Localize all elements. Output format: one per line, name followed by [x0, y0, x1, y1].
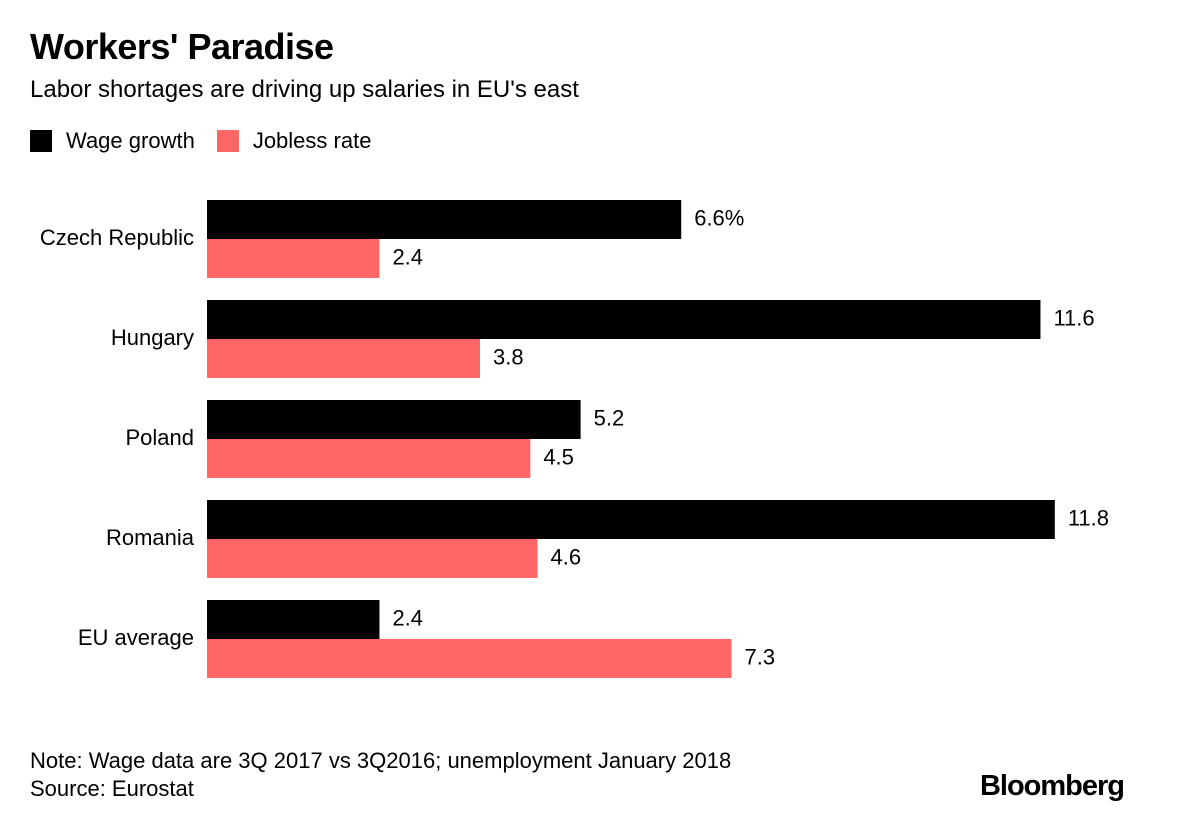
category-label-poland: Poland: [125, 425, 194, 450]
bar-jobless-rate-eu-average: [207, 639, 732, 678]
bar-jobless-rate-czech-republic: [207, 239, 380, 278]
legend-item-jobless-rate: Jobless rate: [216, 128, 372, 154]
value-label-jobless-rate-romania: 4.6: [551, 544, 582, 569]
legend-label-wage-growth: Wage growth: [66, 128, 195, 153]
bar-wage-growth-poland: [207, 400, 581, 439]
category-label-hungary: Hungary: [111, 325, 194, 350]
value-label-wage-growth-hungary: 11.6: [1053, 305, 1094, 330]
value-label-wage-growth-czech-republic: 6.6%: [694, 205, 744, 230]
bar-jobless-rate-poland: [207, 439, 531, 478]
value-label-wage-growth-eu-average: 2.4: [392, 605, 423, 630]
legend: Wage growth Jobless rate: [30, 127, 393, 155]
bar-wage-growth-hungary: [207, 300, 1041, 339]
legend-item-wage-growth: Wage growth: [30, 128, 195, 154]
bar-jobless-rate-romania: [207, 539, 538, 578]
bar-wage-growth-romania: [207, 500, 1055, 539]
bloomberg-logo: Bloomberg: [979, 770, 1125, 802]
value-label-jobless-rate-hungary: 3.8: [493, 344, 524, 369]
legend-swatch-wage-growth: [30, 130, 52, 152]
value-label-jobless-rate-poland: 4.5: [543, 444, 574, 469]
value-label-jobless-rate-czech-republic: 2.4: [392, 244, 423, 269]
value-label-wage-growth-romania: 11.8: [1068, 505, 1109, 530]
category-label-eu-average: EU average: [78, 625, 194, 650]
chart-source: Source: Eurostat: [30, 776, 194, 801]
legend-label-jobless-rate: Jobless rate: [252, 128, 372, 153]
category-label-romania: Romania: [106, 525, 195, 550]
bar-wage-growth-czech-republic: [207, 200, 682, 239]
value-label-jobless-rate-eu-average: 7.3: [745, 644, 776, 669]
value-label-wage-growth-poland: 5.2: [594, 405, 625, 430]
chart-note: Note: Wage data are 3Q 2017 vs 3Q2016; u…: [30, 748, 732, 773]
bar-wage-growth-eu-average: [207, 600, 380, 639]
category-label-czech-republic: Czech Republic: [40, 225, 194, 250]
bar-jobless-rate-hungary: [207, 339, 481, 378]
legend-swatch-jobless-rate: [216, 130, 239, 152]
chart-subtitle: Labor shortages are driving up salaries …: [30, 76, 579, 103]
chart-title: Workers' Paradise: [30, 26, 334, 67]
